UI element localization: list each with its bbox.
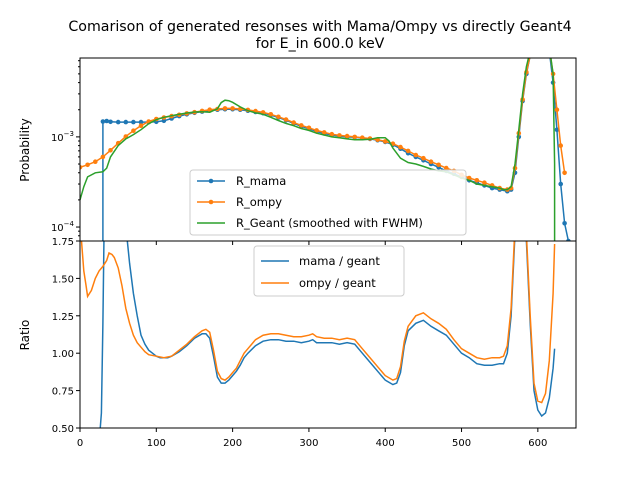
data-point — [161, 118, 167, 124]
legend-label: mama / geant — [299, 254, 380, 268]
data-point — [100, 119, 106, 124]
legend-label: R_Geant (smoothed with FWHM) — [236, 216, 423, 230]
ratio-plot-frame — [79, 240, 577, 429]
y-tick-label: 1.75 — [52, 237, 74, 248]
data-point — [131, 128, 136, 133]
data-point — [299, 123, 304, 128]
data-point — [352, 134, 358, 140]
y-tick-label: 10−4 — [51, 220, 75, 234]
data-point — [566, 238, 571, 241]
data-point — [108, 119, 113, 125]
data-point — [444, 165, 449, 171]
data-point — [337, 133, 342, 138]
data-point — [123, 119, 129, 125]
ratio-plot-series — [80, 241, 556, 428]
top-y-axis-label: Probability — [18, 118, 32, 181]
data-point — [413, 152, 419, 158]
data-point — [554, 127, 560, 132]
data-point — [543, 37, 548, 42]
data-point — [360, 135, 365, 140]
data-point — [230, 106, 235, 111]
ratio-line-1 — [80, 241, 556, 404]
data-point — [474, 178, 480, 183]
x-tick-label: 400 — [376, 438, 395, 449]
data-point — [558, 143, 563, 148]
data-point — [321, 130, 327, 135]
series-line-1 — [80, 58, 566, 191]
data-point — [222, 106, 228, 111]
legend-marker — [208, 199, 214, 205]
x-tick-label: 200 — [223, 438, 242, 449]
legend-label: R_ompy — [236, 195, 282, 209]
data-point — [306, 125, 312, 131]
ratio-line-0 — [99, 241, 556, 428]
top-y-ticks: 10−4 10−3 — [51, 60, 80, 242]
data-point — [104, 118, 109, 124]
y-tick-label: 1.50 — [52, 274, 74, 285]
data-point — [536, 37, 541, 42]
data-point — [536, 37, 541, 42]
x-ticks: 0 100 200 300 400 500 600 — [77, 241, 547, 449]
data-point — [115, 119, 121, 125]
data-point — [268, 112, 274, 117]
top-plot-series — [80, 37, 571, 241]
data-point — [138, 123, 144, 128]
ratio-legend: mama / geant ompy / geant — [253, 245, 405, 297]
data-point — [398, 144, 403, 150]
data-point — [482, 180, 487, 185]
x-tick-label: 300 — [299, 438, 318, 449]
top-legend: R_mama R_ompy R_Geant (smoothed with FWHM) — [189, 169, 467, 236]
y-tick-label: 1.25 — [52, 312, 74, 323]
data-point — [100, 154, 106, 160]
data-point — [562, 221, 567, 226]
data-point — [421, 155, 426, 161]
data-point — [562, 170, 567, 176]
data-point — [528, 53, 533, 58]
data-point — [543, 37, 548, 42]
chart-title-line-1: Comarison of generated resonses with Mam… — [68, 19, 571, 35]
data-point — [108, 148, 113, 153]
series-line-2 — [80, 58, 556, 241]
data-point — [547, 46, 552, 51]
ratio-y-axis-label: Ratio — [18, 320, 32, 351]
ratio-legend-box — [253, 245, 405, 297]
data-point — [558, 181, 563, 187]
y-tick-label: 1.00 — [52, 349, 74, 360]
data-point — [428, 159, 434, 164]
x-tick-label: 500 — [452, 438, 471, 449]
data-point — [405, 148, 411, 154]
data-point — [276, 114, 281, 120]
legend-marker — [208, 178, 214, 184]
data-point — [283, 117, 289, 122]
x-tick-label: 100 — [147, 438, 166, 449]
data-point — [207, 107, 212, 112]
data-point — [554, 107, 560, 112]
legend-label: R_mama — [236, 174, 286, 188]
data-point — [344, 133, 350, 139]
data-point — [291, 120, 297, 125]
data-point — [131, 119, 136, 125]
data-point — [138, 119, 144, 125]
y-tick-label: 0.50 — [52, 424, 74, 435]
data-point — [547, 49, 552, 54]
ratio-y-ticks: 0.50 0.75 1.00 1.25 1.50 1.75 — [52, 237, 80, 435]
y-tick-label: 10−3 — [51, 130, 74, 144]
data-point — [93, 159, 98, 164]
y-tick-label: 0.75 — [52, 387, 74, 398]
data-point — [436, 162, 441, 168]
top-legend-box — [189, 169, 467, 236]
legend-label: ompy / geant — [299, 276, 376, 290]
data-point — [80, 165, 83, 170]
data-point — [85, 162, 90, 168]
chart-title-line-2: for E_in 600.0 keV — [256, 36, 385, 52]
data-point — [329, 131, 335, 137]
data-point — [314, 128, 319, 133]
data-point — [466, 175, 472, 181]
x-tick-label: 0 — [77, 438, 83, 449]
data-point — [528, 53, 533, 58]
data-point — [382, 139, 388, 144]
x-tick-label: 600 — [528, 438, 547, 449]
